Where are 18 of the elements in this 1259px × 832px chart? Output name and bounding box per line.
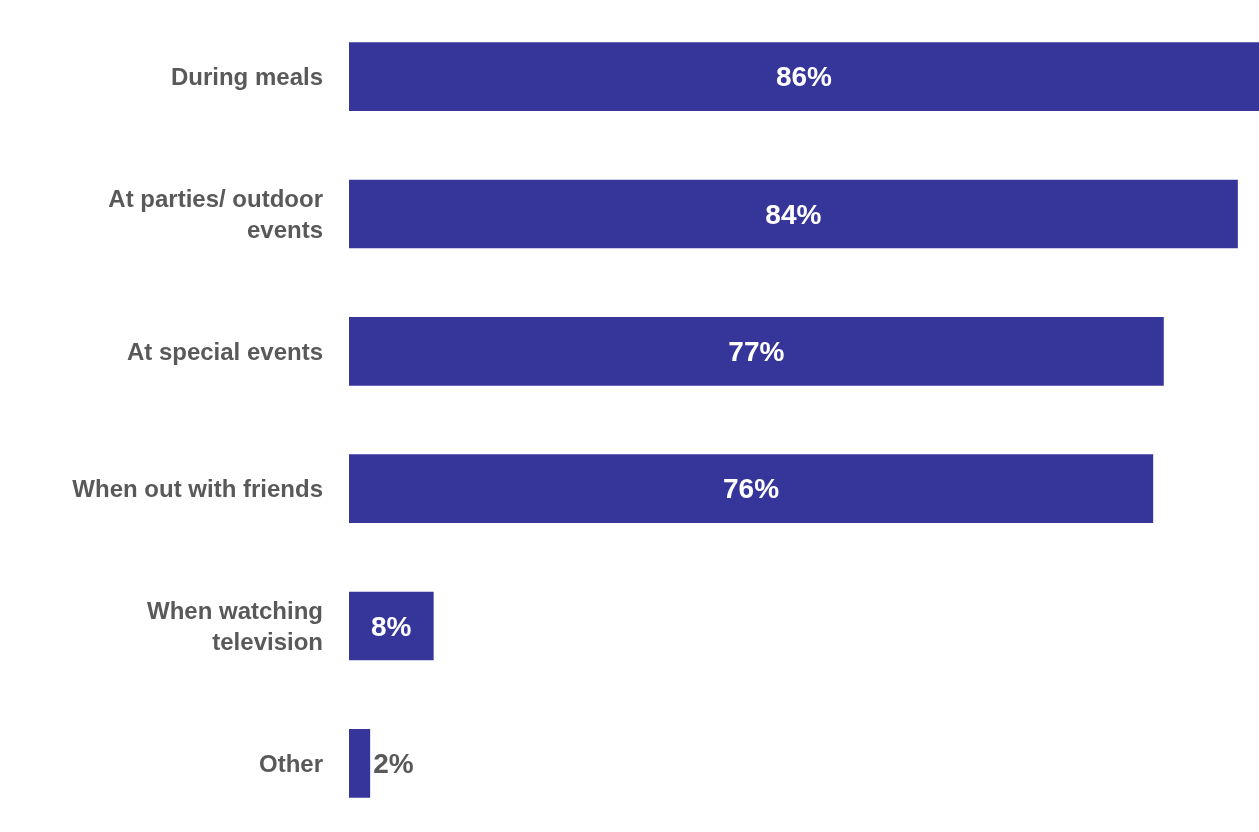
data-label: 76% xyxy=(723,473,780,505)
y-tick-label: During meals xyxy=(170,63,323,91)
data-label: 84% xyxy=(765,198,822,230)
bar xyxy=(349,729,371,798)
data-label: 77% xyxy=(728,335,785,367)
bar xyxy=(349,42,1259,111)
bar xyxy=(349,454,1154,523)
y-tick-label: At parties/ outdoor events xyxy=(108,184,323,243)
y-tick-label: At special events xyxy=(126,337,323,365)
data-label: 86% xyxy=(775,61,833,93)
y-tick-label: When out with friends xyxy=(72,475,323,503)
y-tick-label: When watching television xyxy=(147,596,323,655)
data-label: 2% xyxy=(373,747,414,779)
bar xyxy=(349,317,1164,386)
data-label: 8% xyxy=(371,610,412,642)
bar xyxy=(349,591,434,661)
bar xyxy=(349,179,1238,249)
y-tick-label: Other xyxy=(258,749,323,777)
